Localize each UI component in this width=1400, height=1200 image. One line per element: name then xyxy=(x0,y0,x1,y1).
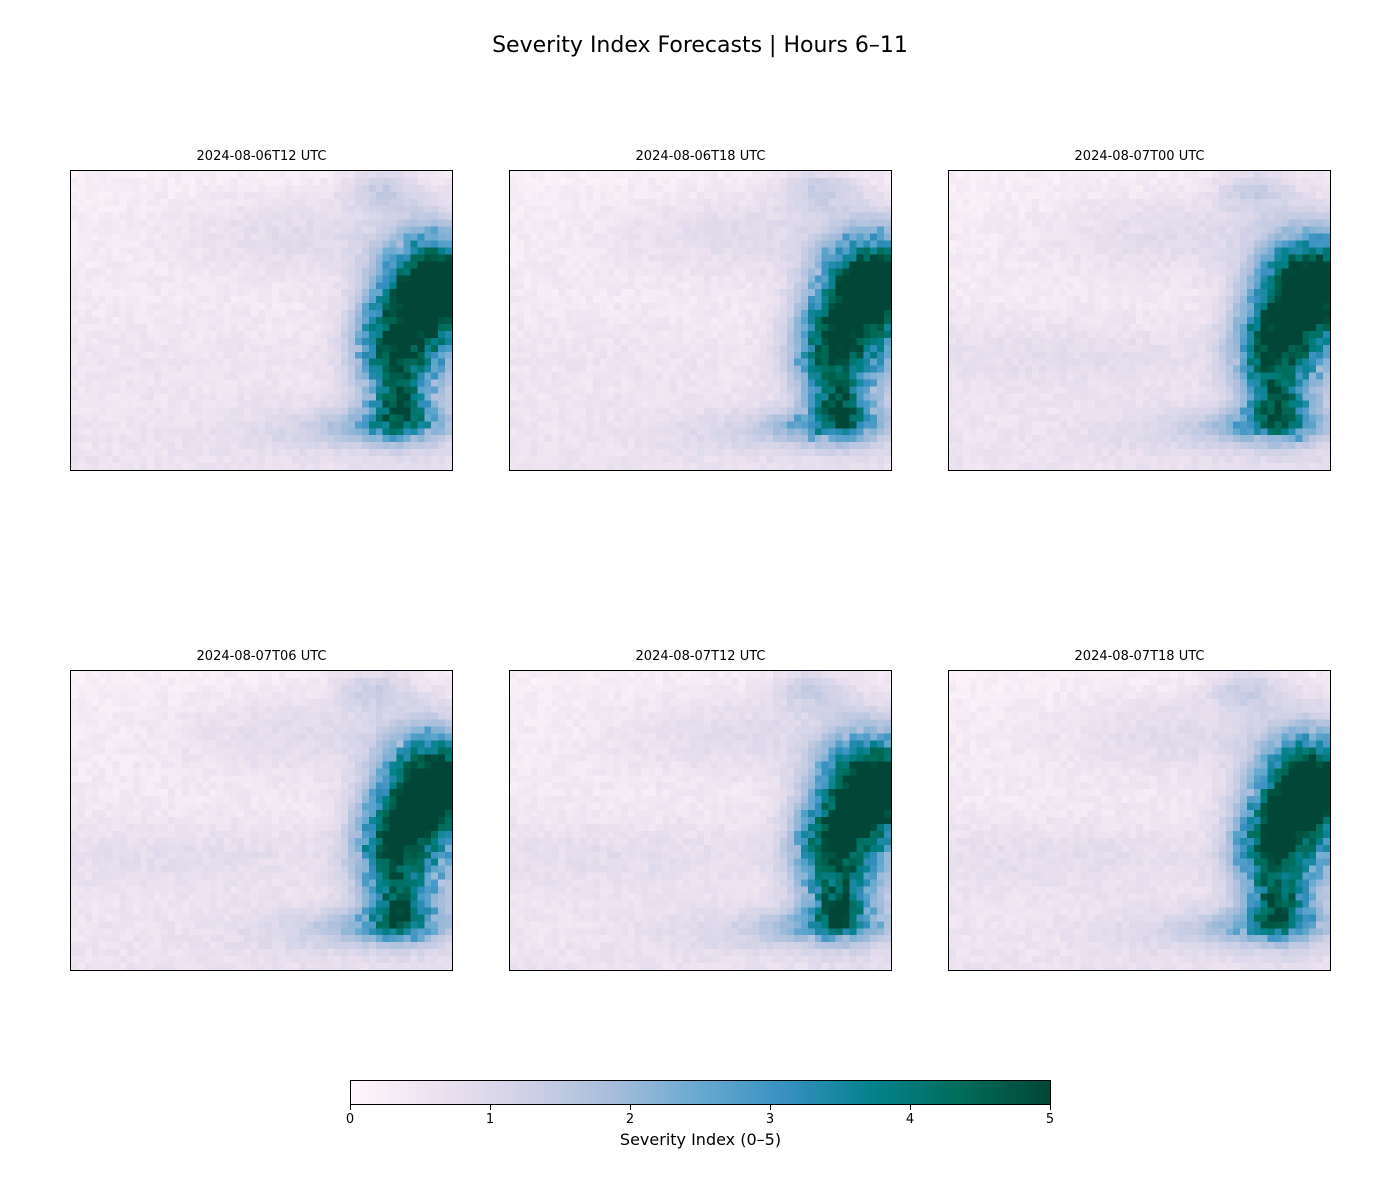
forecast-panel-6: 2024-08-07T18 UTC xyxy=(948,649,1331,971)
panel-title: 2024-08-07T06 UTC xyxy=(196,649,327,664)
heatmap-frame xyxy=(509,170,892,471)
colorbar-tick xyxy=(910,1105,911,1110)
colorbar-tick xyxy=(630,1105,631,1110)
forecast-panel-3: 2024-08-07T00 UTC xyxy=(948,149,1331,471)
heatmap-frame xyxy=(70,670,453,971)
forecast-panel-1: 2024-08-06T12 UTC xyxy=(70,149,453,471)
colorbar-tick xyxy=(490,1105,491,1110)
colorbar-tick-label: 4 xyxy=(905,1112,915,1127)
panel-title: 2024-08-06T12 UTC xyxy=(196,149,327,164)
panel-title: 2024-08-07T00 UTC xyxy=(1074,149,1205,164)
colorbar-tick-label: 5 xyxy=(1045,1112,1055,1127)
heatmap-canvas xyxy=(510,171,891,470)
panel-title: 2024-08-07T18 UTC xyxy=(1074,649,1205,664)
panel-title: 2024-08-06T18 UTC xyxy=(635,149,766,164)
forecast-panel-2: 2024-08-06T18 UTC xyxy=(509,149,892,471)
heatmap-canvas xyxy=(949,171,1330,470)
colorbar-tick-label: 1 xyxy=(485,1112,495,1127)
forecast-panel-4: 2024-08-07T06 UTC xyxy=(70,649,453,971)
figure-title: Severity Index Forecasts | Hours 6–11 xyxy=(492,33,908,58)
forecast-panel-5: 2024-08-07T12 UTC xyxy=(509,649,892,971)
colorbar-gradient xyxy=(350,1080,1051,1105)
heatmap-canvas xyxy=(71,671,452,970)
heatmap-frame xyxy=(948,170,1331,471)
colorbar: 0 1 2 3 4 5 Severity Index (0–5) xyxy=(346,1080,1054,1149)
heatmap-canvas xyxy=(510,671,891,970)
panel-title: 2024-08-07T12 UTC xyxy=(635,649,766,664)
heatmap-frame xyxy=(509,670,892,971)
heatmap-canvas xyxy=(949,671,1330,970)
heatmap-frame xyxy=(948,670,1331,971)
heatmap-canvas xyxy=(71,171,452,470)
colorbar-tick-label: 0 xyxy=(345,1112,355,1127)
colorbar-tick-label: 2 xyxy=(625,1112,635,1127)
heatmap-frame xyxy=(70,170,453,471)
colorbar-tick xyxy=(770,1105,771,1110)
colorbar-tick xyxy=(350,1105,351,1110)
colorbar-label: Severity Index (0–5) xyxy=(619,1130,782,1149)
colorbar-tick-label: 3 xyxy=(765,1112,775,1127)
colorbar-tick xyxy=(1050,1105,1051,1110)
